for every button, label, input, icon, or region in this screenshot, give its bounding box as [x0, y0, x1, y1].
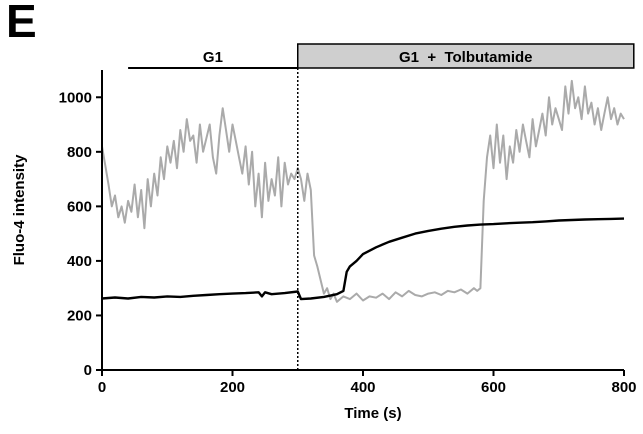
- x-tick-label: 600: [481, 379, 506, 396]
- condition-label: G1 + Tolbutamide: [399, 49, 533, 66]
- x-axis-title: Time (s): [344, 405, 401, 422]
- panel-label: E: [6, 0, 37, 47]
- grey-series-line: [101, 79, 625, 303]
- y-tick-label: 0: [84, 362, 92, 379]
- y-tick-label: 600: [67, 198, 92, 215]
- x-tick-label: 0: [98, 379, 106, 396]
- condition-bar-group: G1 G1 + Tolbutamide: [128, 43, 635, 69]
- y-tick-label: 400: [67, 253, 92, 270]
- x-tick-label: 200: [220, 379, 245, 396]
- condition-label: G1: [203, 49, 223, 66]
- black-series-line: [101, 217, 625, 301]
- grey-series: [101, 79, 625, 303]
- axes: 0 200 400 600 800 1000 0 200 400 600 800: [59, 48, 637, 396]
- y-axis-title: Fluo-4 intensity: [11, 154, 28, 265]
- black-series: [101, 217, 625, 301]
- y-tick-label: 1000: [59, 89, 92, 106]
- condition-box-tolbutamide: [297, 43, 635, 69]
- x-tick-label: 800: [611, 379, 636, 396]
- y-tick-label: 200: [67, 307, 92, 324]
- y-tick-label: 800: [67, 144, 92, 161]
- x-tick-label: 400: [350, 379, 375, 396]
